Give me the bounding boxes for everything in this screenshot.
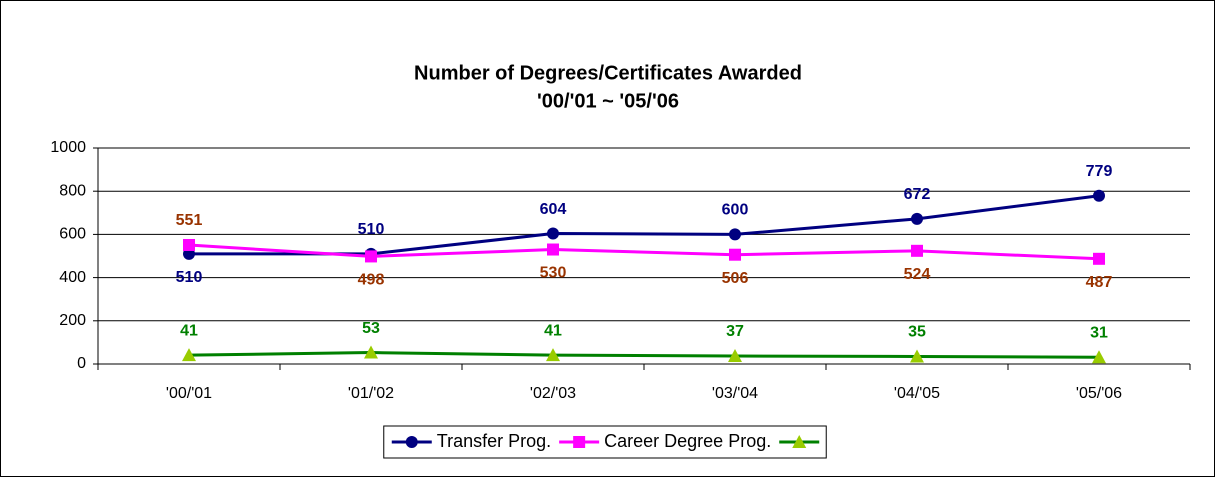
y-tick-label: 200 <box>59 312 86 329</box>
data-label: 498 <box>358 272 385 289</box>
data-label: 510 <box>358 221 385 238</box>
y-tick-label: 800 <box>59 182 86 199</box>
data-point <box>910 349 924 363</box>
x-tick-label: '05/'06 <box>1076 385 1122 402</box>
data-label: 41 <box>180 322 198 339</box>
data-point <box>729 228 741 241</box>
series-line <box>188 243 1100 261</box>
x-tick-label: '04/'05 <box>894 385 940 402</box>
data-label: 604 <box>540 201 567 218</box>
y-tick-label: 1000 <box>50 139 86 156</box>
legend-label: Transfer Prog. <box>437 431 551 451</box>
legend: Transfer Prog. Career Degree Prog. <box>383 425 827 459</box>
legend-box <box>383 425 827 459</box>
data-label: 510 <box>176 269 203 286</box>
data-label: 672 <box>904 186 931 203</box>
y-tick-label: 0 <box>77 355 86 372</box>
data-point <box>911 212 923 225</box>
data-label: 524 <box>904 266 931 283</box>
legend-marker <box>792 435 807 448</box>
data-label: 506 <box>722 270 749 287</box>
data-point <box>1092 350 1106 364</box>
data-point <box>547 243 559 256</box>
x-tick-label: '02/'03 <box>530 385 576 402</box>
data-point <box>911 244 923 257</box>
x-tick-label: '01/'02 <box>348 385 394 402</box>
data-label: 487 <box>1086 274 1113 291</box>
data-label: 551 <box>176 212 203 229</box>
data-label: 37 <box>726 323 744 340</box>
legend-label: Career Degree Prog. <box>604 431 771 451</box>
data-label: 53 <box>362 320 380 337</box>
data-point <box>547 227 559 240</box>
data-label: 600 <box>722 202 749 219</box>
y-tick-label: 600 <box>59 226 86 243</box>
data-point <box>1093 189 1105 202</box>
chart-title: Number of Degrees/Certificates Awarded <box>414 62 802 84</box>
series-line <box>188 351 1100 359</box>
data-label: 41 <box>544 322 562 339</box>
x-tick-label: '00/'01 <box>166 385 212 402</box>
data-label: 530 <box>540 265 567 282</box>
data-point <box>729 248 741 261</box>
data-point <box>728 349 742 363</box>
data-point <box>182 348 196 362</box>
data-point <box>183 238 195 251</box>
x-tick-label: '03/'04 <box>712 385 758 402</box>
y-tick-label: 400 <box>59 269 86 286</box>
legend-marker <box>405 436 418 448</box>
data-point <box>1093 252 1105 265</box>
data-label: 779 <box>1086 163 1113 180</box>
data-point <box>364 345 378 359</box>
chart-subtitle: '00/'01 ~ '05/'06 <box>537 90 679 112</box>
data-label: 35 <box>908 324 926 341</box>
data-point <box>365 250 377 263</box>
data-label: 31 <box>1090 325 1108 342</box>
legend-marker <box>573 436 586 448</box>
data-point <box>546 348 560 362</box>
